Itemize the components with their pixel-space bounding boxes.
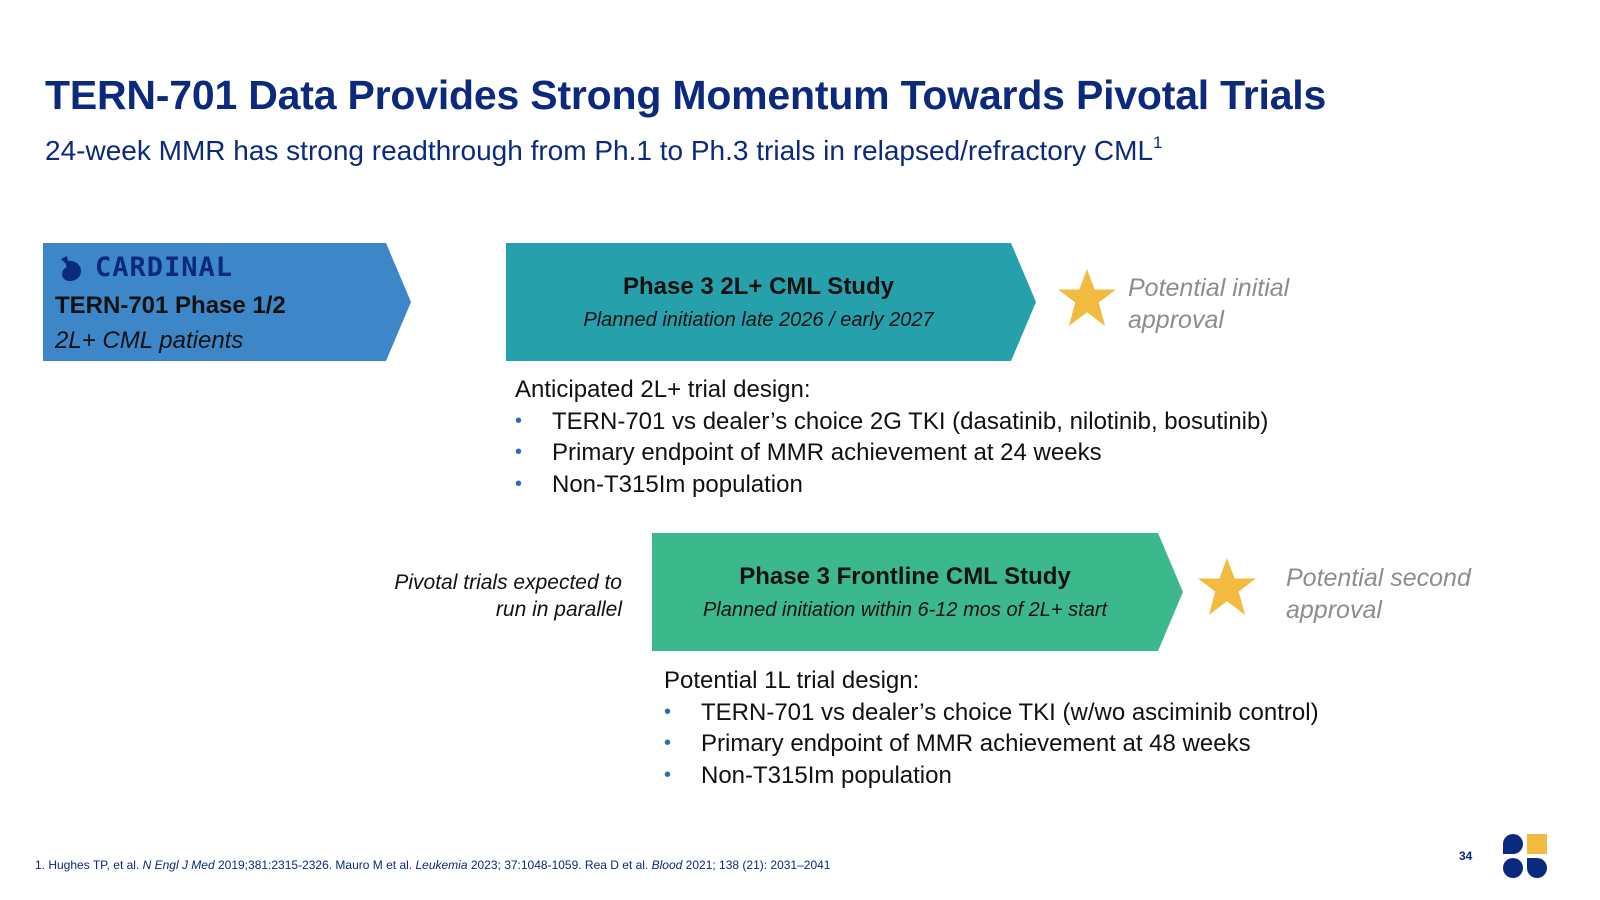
list-item-text: Primary endpoint of MMR achievement at 4… [701,730,1251,757]
list-item: • Primary endpoint of MMR achievement at … [515,437,1268,469]
footnote-part3: 2023; 37:1048-1059. Rea D et al. [467,858,652,872]
phase3-2l-title: Phase 3 2L+ CML Study [623,272,894,300]
cardinal-logo: CARDINAL [57,252,233,283]
phase3-2l-subtitle: Planned initiation late 2026 / early 202… [583,308,934,331]
second-approval-label: Potential second approval [1286,562,1471,626]
list-item-text: Non-T315Im population [701,761,952,789]
list-item-text: Non-T315Im population [552,470,803,498]
design-1l-heading: Potential 1L trial design: [664,667,920,694]
footnote: 1. Hughes TP, et al. N Engl J Med 2019;3… [35,858,830,872]
list-item-text: Primary endpoint of MMR achievement at 2… [552,439,1102,466]
initial-approval-label: Potential initial approval [1128,272,1289,336]
list-item: • Non-T315Im population [515,469,1268,501]
bullet-icon: • [664,700,672,723]
subtitle-text: 24-week MMR has strong readthrough from … [45,135,1154,166]
initial-approval-line2: approval [1128,306,1224,334]
list-item: • TERN-701 vs dealer’s choice 2G TKI (das… [515,406,1268,438]
parallel-note-line1: Pivotal trials expected to [394,571,622,594]
parallel-note-line2: run in parallel [495,598,622,621]
footnote-journal2: Leukemia [415,858,468,872]
cardinal-study-name: TERN-701 Phase 1/2 [55,292,286,319]
company-logo-icon [1503,834,1547,878]
design-2l-heading: Anticipated 2L+ trial design: [515,376,811,403]
parallel-trials-note: Pivotal trials expected to run in parall… [394,569,622,623]
list-item: • Primary endpoint of MMR achievement at … [664,728,1319,760]
bullet-icon: • [515,409,523,432]
design-2l-list: • TERN-701 vs dealer’s choice 2G TKI (das… [515,406,1268,501]
cardinal-bird-icon [61,255,81,281]
list-item: • Non-T315Im population [664,760,1319,792]
design-2l-block: Anticipated 2L+ trial design: • TERN-701 … [515,374,1268,500]
phase3-frontline-title: Phase 3 Frontline CML Study [739,562,1071,590]
phase3-2l-chevron: Phase 3 2L+ CML Study Planned initiation… [506,243,1036,361]
subtitle-footnote-ref: 1 [1153,133,1163,152]
cardinal-phase12-chevron [43,243,411,361]
phase3-frontline-chevron: Phase 3 Frontline CML Study Planned init… [652,533,1183,651]
design-1l-list: • TERN-701 vs dealer’s choice TKI (w/wo a… [664,697,1319,792]
bullet-icon: • [515,472,523,495]
initial-approval-line1: Potential initial [1128,274,1290,302]
design-1l-block: Potential 1L trial design: • TERN-701 vs … [664,665,1319,791]
list-item-text: TERN-701 vs dealer’s choice 2G TKI (dasa… [552,407,1269,435]
bullet-icon: • [664,732,672,754]
page-title: TERN-701 Data Provides Strong Momentum T… [45,72,1327,118]
page-subtitle: 24-week MMR has strong readthrough from … [45,133,1163,167]
star-icon [1058,269,1116,326]
footnote-part2: 2019;381:2315-2326. Mauro M et al. [214,858,416,872]
bullet-icon: • [515,441,523,463]
footnote-journal1: N Engl J Med [142,858,215,872]
star-icon [1198,558,1256,615]
list-item-text: TERN-701 vs dealer’s choice TKI (w/wo as… [701,698,1319,726]
cardinal-patient-population: 2L+ CML patients [55,327,244,354]
second-approval-line2: approval [1286,596,1382,624]
page-number: 34 [1459,849,1473,863]
list-item: • TERN-701 vs dealer’s choice TKI (w/wo a… [664,697,1319,729]
second-approval-line1: Potential second [1286,564,1471,592]
footnote-part1: 1. Hughes TP, et al. [35,858,143,872]
bullet-icon: • [664,763,672,786]
footnote-journal3: Blood [651,858,683,872]
footnote-part4: 2021; 138 (21): 2031–2041 [682,858,831,872]
phase3-frontline-subtitle: Planned initiation within 6-12 mos of 2L… [702,598,1108,621]
cardinal-logo-text: CARDINAL [95,252,234,283]
